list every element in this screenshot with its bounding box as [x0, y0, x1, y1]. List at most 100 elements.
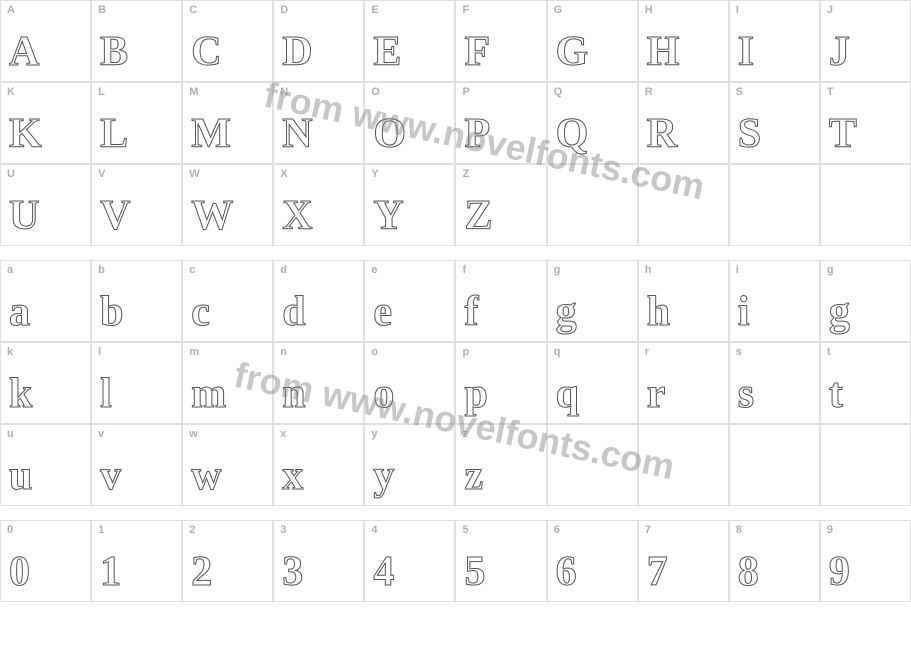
cell-glyph: v — [100, 455, 121, 497]
cell-glyph: z — [464, 455, 483, 497]
cell-glyph: g — [829, 291, 850, 333]
glyph-cell: QQ — [547, 82, 638, 164]
cell-label: D — [280, 4, 288, 16]
glyph-cell: ll — [91, 342, 182, 424]
glyph-cell: GG — [547, 0, 638, 82]
cell-label: U — [7, 168, 15, 180]
cell-glyph: A — [9, 31, 39, 73]
cell-glyph: p — [464, 373, 487, 415]
cell-label: K — [7, 86, 15, 98]
cell-label: c — [189, 264, 195, 276]
glyph-cell: pp — [455, 342, 546, 424]
glyph-cell: VV — [91, 164, 182, 246]
cell-glyph: K — [9, 113, 42, 155]
glyph-cell: FF — [455, 0, 546, 82]
glyph-cell — [638, 164, 729, 246]
cell-glyph: i — [738, 291, 750, 333]
cell-label: o — [371, 346, 378, 358]
glyph-cell: 99 — [820, 520, 911, 602]
cell-glyph: M — [191, 113, 231, 155]
cell-glyph: 9 — [829, 551, 850, 593]
cell-label: I — [736, 4, 739, 16]
cell-label: y — [371, 428, 377, 440]
glyph-cell: JJ — [820, 0, 911, 82]
glyph-cell: ii — [729, 260, 820, 342]
cell-glyph: r — [647, 373, 666, 415]
cell-label: z — [462, 428, 468, 440]
glyph-cell: rr — [638, 342, 729, 424]
cell-label: E — [371, 4, 378, 16]
glyph-cell: MM — [182, 82, 273, 164]
cell-label: 1 — [98, 524, 104, 536]
glyph-cell: XX — [273, 164, 364, 246]
cell-glyph: q — [556, 373, 579, 415]
cell-glyph: t — [829, 373, 843, 415]
cell-glyph: 0 — [9, 551, 30, 593]
cell-glyph: 4 — [373, 551, 394, 593]
glyph-cell — [638, 424, 729, 506]
glyph-cell: OO — [364, 82, 455, 164]
cell-label: W — [189, 168, 199, 180]
glyph-cell: gg — [547, 260, 638, 342]
cell-label: P — [462, 86, 469, 98]
cell-glyph: U — [9, 195, 39, 237]
cell-label: b — [98, 264, 105, 276]
glyph-cell — [729, 424, 820, 506]
cell-label: F — [462, 4, 469, 16]
glyph-cell: BB — [91, 0, 182, 82]
cell-label: J — [827, 4, 833, 16]
cell-label: V — [98, 168, 105, 180]
cell-label: O — [371, 86, 380, 98]
glyph-cell: 22 — [182, 520, 273, 602]
glyph-cell: ww — [182, 424, 273, 506]
cell-glyph: e — [373, 291, 392, 333]
cell-glyph: l — [100, 373, 112, 415]
cell-label: r — [645, 346, 649, 358]
glyph-cell — [820, 164, 911, 246]
cell-glyph: 6 — [556, 551, 577, 593]
section-spacer — [0, 246, 911, 260]
cell-label: 0 — [7, 524, 13, 536]
glyph-cell: uu — [0, 424, 91, 506]
cell-label: i — [736, 264, 739, 276]
glyph-cell: II — [729, 0, 820, 82]
cell-label: a — [7, 264, 13, 276]
cell-glyph: Y — [373, 195, 403, 237]
glyph-cell: WW — [182, 164, 273, 246]
glyph-cell: ee — [364, 260, 455, 342]
glyph-cell — [547, 424, 638, 506]
cell-label: T — [827, 86, 834, 98]
cell-label: M — [189, 86, 198, 98]
cell-glyph: H — [647, 31, 680, 73]
cell-label: X — [280, 168, 287, 180]
cell-glyph: 1 — [100, 551, 121, 593]
cell-glyph: X — [282, 195, 312, 237]
glyph-cell: ff — [455, 260, 546, 342]
cell-label: A — [7, 4, 15, 16]
cell-label: k — [7, 346, 13, 358]
cell-label: w — [189, 428, 198, 440]
cell-glyph: G — [556, 31, 589, 73]
glyph-cell: TT — [820, 82, 911, 164]
font-character-map: AABBCCDDEEFFGGHHIIJJKKLLMMNNOOPPQQRRSSTT… — [0, 0, 911, 602]
cell-glyph: V — [100, 195, 130, 237]
cell-label: v — [98, 428, 104, 440]
glyph-cell: AA — [0, 0, 91, 82]
cell-glyph: I — [738, 31, 754, 73]
cell-glyph: y — [373, 455, 394, 497]
cell-glyph: C — [191, 31, 221, 73]
glyph-cell — [820, 424, 911, 506]
glyph-cell: 33 — [273, 520, 364, 602]
glyph-cell: 00 — [0, 520, 91, 602]
cell-glyph: c — [191, 291, 210, 333]
glyph-cell: 88 — [729, 520, 820, 602]
glyph-cell: kk — [0, 342, 91, 424]
glyph-cell: 77 — [638, 520, 729, 602]
cell-label: l — [98, 346, 101, 358]
glyph-cell: nn — [273, 342, 364, 424]
cell-label: x — [280, 428, 286, 440]
glyph-cell: DD — [273, 0, 364, 82]
cell-glyph: a — [9, 291, 30, 333]
cell-glyph: f — [464, 291, 478, 333]
cell-label: u — [7, 428, 14, 440]
